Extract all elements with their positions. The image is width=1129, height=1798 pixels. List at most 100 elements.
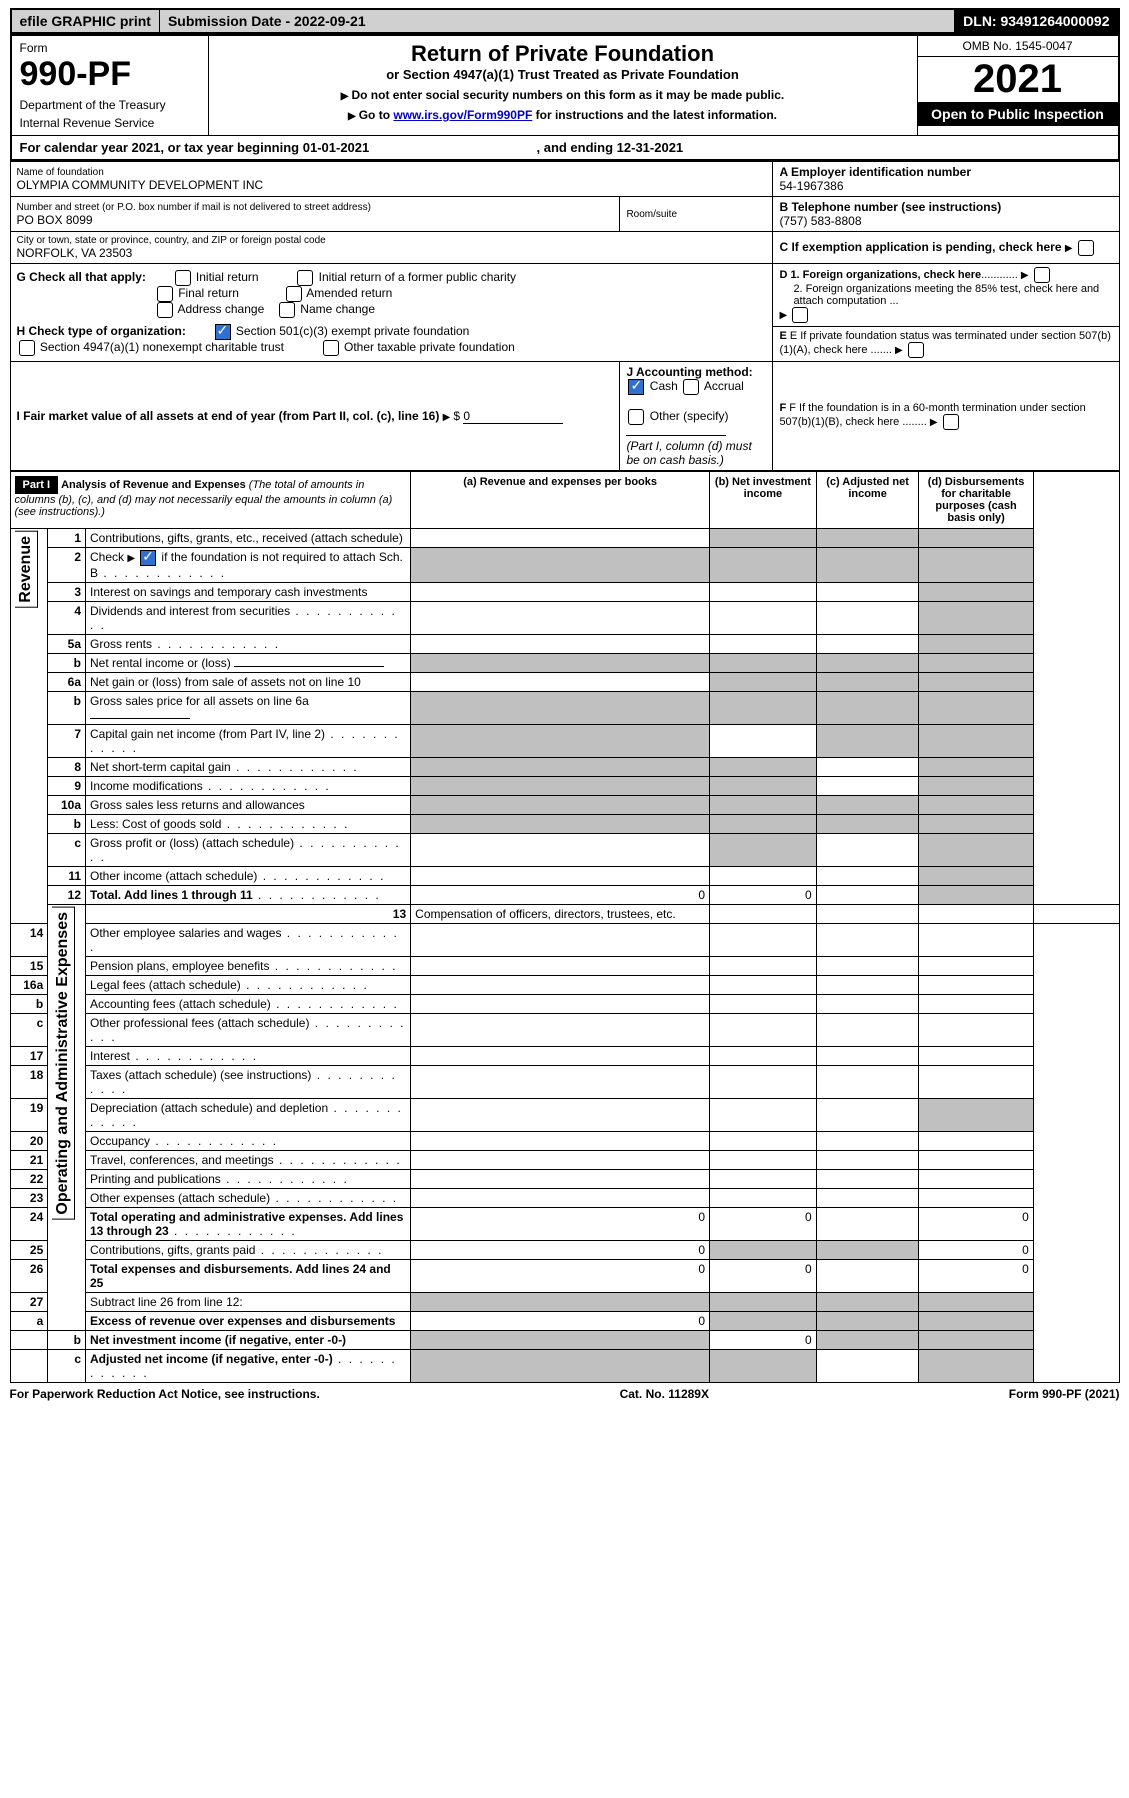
checkbox-amended[interactable]: [286, 286, 302, 302]
line-7: Capital gain net income (from Part IV, l…: [86, 725, 411, 758]
city-label: City or town, state or province, country…: [17, 235, 767, 246]
checkbox-d1[interactable]: [1034, 267, 1050, 283]
checkbox-address-change[interactable]: [157, 302, 173, 318]
line-6a: Net gain or (loss) from sale of assets n…: [86, 673, 411, 692]
line-8: Net short-term capital gain: [86, 758, 411, 777]
part1-grid: Part I Analysis of Revenue and Expenses …: [10, 471, 1120, 1383]
checkbox-d2[interactable]: [792, 307, 808, 323]
footer-left: For Paperwork Reduction Act Notice, see …: [10, 1387, 320, 1401]
line-26: Total expenses and disbursements. Add li…: [86, 1260, 411, 1293]
line-19: Depreciation (attach schedule) and deple…: [86, 1099, 411, 1132]
line-15: Pension plans, employee benefits: [86, 957, 411, 976]
city-value: NORFOLK, VA 23503: [17, 246, 767, 260]
checkbox-initial[interactable]: [175, 270, 191, 286]
line-12: Total. Add lines 1 through 11: [86, 886, 411, 905]
section-h: H Check type of organization: Section 50…: [17, 324, 767, 356]
open-to-public: Open to Public Inspection: [918, 102, 1118, 126]
form-title: Return of Private Foundation: [217, 41, 909, 67]
checkbox-initial-former[interactable]: [297, 270, 313, 286]
notice-link: Go to www.irs.gov/Form990PF for instruct…: [217, 108, 909, 122]
v25d: 0: [919, 1241, 1033, 1260]
line-10c: Gross profit or (loss) (attach schedule): [86, 834, 411, 867]
checkbox-final[interactable]: [157, 286, 173, 302]
v27a: 0: [411, 1312, 710, 1331]
line-21: Travel, conferences, and meetings: [86, 1151, 411, 1170]
line-16c: Other professional fees (attach schedule…: [86, 1014, 411, 1047]
c-exemption: C If exemption application is pending, c…: [773, 232, 1119, 264]
line-24: Total operating and administrative expen…: [86, 1208, 411, 1241]
header-block: Form 990-PF Department of the Treasury I…: [10, 34, 1120, 161]
section-j: J Accounting method: Cash Accrual Other …: [620, 362, 773, 471]
line-25: Contributions, gifts, grants paid: [86, 1241, 411, 1260]
v24b: 0: [710, 1208, 817, 1241]
v27b: 0: [710, 1331, 817, 1350]
section-i: I Fair market value of all assets at end…: [10, 362, 620, 471]
form-label: Form: [20, 41, 200, 55]
checkbox-e[interactable]: [908, 342, 924, 358]
submission-date: Submission Date - 2022-09-21: [160, 10, 955, 32]
top-bar: efile GRAPHIC print Submission Date - 20…: [10, 8, 1120, 34]
line-5a: Gross rents: [86, 635, 411, 654]
section-g: G Check all that apply: Initial return I…: [17, 270, 767, 318]
checkbox-other-method[interactable]: [628, 409, 644, 425]
line-2: Check if the foundation is not required …: [86, 548, 411, 583]
v26a: 0: [411, 1260, 710, 1293]
checkbox-schb[interactable]: [140, 550, 156, 566]
form-number: 990-PF: [20, 55, 200, 94]
v26b: 0: [710, 1260, 817, 1293]
section-d: D 1. Foreign organizations, check here..…: [773, 264, 1119, 327]
line-6b: Gross sales price for all assets on line…: [86, 692, 411, 725]
line-27b: Net investment income (if negative, ente…: [86, 1331, 411, 1350]
checkbox-name-change[interactable]: [279, 302, 295, 318]
line-23: Other expenses (attach schedule): [86, 1189, 411, 1208]
info-block: Name of foundation OLYMPIA COMMUNITY DEV…: [10, 161, 1120, 471]
checkbox-other-taxable[interactable]: [323, 340, 339, 356]
line-16b: Accounting fees (attach schedule): [86, 995, 411, 1014]
irs-link[interactable]: www.irs.gov/Form990PF: [393, 108, 532, 122]
line-13: Compensation of officers, directors, tru…: [411, 905, 710, 924]
line-22: Printing and publications: [86, 1170, 411, 1189]
revenue-side-label: Revenue: [15, 531, 38, 608]
v26d: 0: [919, 1260, 1033, 1293]
section-e: E E If private foundation status was ter…: [773, 327, 1119, 362]
col-d-header: (d) Disbursements for charitable purpose…: [919, 472, 1033, 529]
part1-label: Part I: [15, 476, 59, 494]
footer-mid: Cat. No. 11289X: [620, 1387, 709, 1401]
col-b-header: (b) Net investment income: [710, 472, 817, 529]
line-9: Income modifications: [86, 777, 411, 796]
checkbox-c[interactable]: [1078, 240, 1094, 256]
checkbox-cash[interactable]: [628, 379, 644, 395]
v25a: 0: [411, 1241, 710, 1260]
name-label: Name of foundation: [17, 167, 767, 178]
line-17: Interest: [86, 1047, 411, 1066]
checkbox-4947[interactable]: [19, 340, 35, 356]
line-18: Taxes (attach schedule) (see instruction…: [86, 1066, 411, 1099]
col-a-header: (a) Revenue and expenses per books: [411, 472, 710, 529]
omb-number: OMB No. 1545-0047: [918, 36, 1118, 57]
v24d: 0: [919, 1208, 1033, 1241]
line-11: Other income (attach schedule): [86, 867, 411, 886]
tax-year: 2021: [918, 57, 1118, 102]
expenses-side-label: Operating and Administrative Expenses: [52, 907, 75, 1220]
line-3: Interest on savings and temporary cash i…: [86, 583, 411, 602]
ein-value: 54-1967386: [779, 179, 843, 193]
line-4: Dividends and interest from securities: [86, 602, 411, 635]
checkbox-accrual[interactable]: [683, 379, 699, 395]
v24a: 0: [411, 1208, 710, 1241]
line-5b: Net rental income or (loss): [86, 654, 411, 673]
line-27a: Excess of revenue over expenses and disb…: [86, 1312, 411, 1331]
checkbox-f[interactable]: [943, 414, 959, 430]
footer-right: Form 990-PF (2021): [1009, 1387, 1120, 1401]
street-address: PO BOX 8099: [17, 213, 614, 227]
line-20: Occupancy: [86, 1132, 411, 1151]
line-27c: Adjusted net income (if negative, enter …: [86, 1350, 411, 1383]
efile-label: efile GRAPHIC print: [12, 10, 160, 32]
form-subtitle: or Section 4947(a)(1) Trust Treated as P…: [217, 67, 909, 82]
checkbox-501c3[interactable]: [215, 324, 231, 340]
dept-treasury: Department of the Treasury: [20, 98, 200, 112]
line-10b: Less: Cost of goods sold: [86, 815, 411, 834]
fmv-value: 0: [463, 409, 563, 424]
irs-label: Internal Revenue Service: [20, 116, 200, 130]
room-label: Room/suite: [626, 209, 766, 220]
addr-label: Number and street (or P.O. box number if…: [17, 202, 614, 213]
